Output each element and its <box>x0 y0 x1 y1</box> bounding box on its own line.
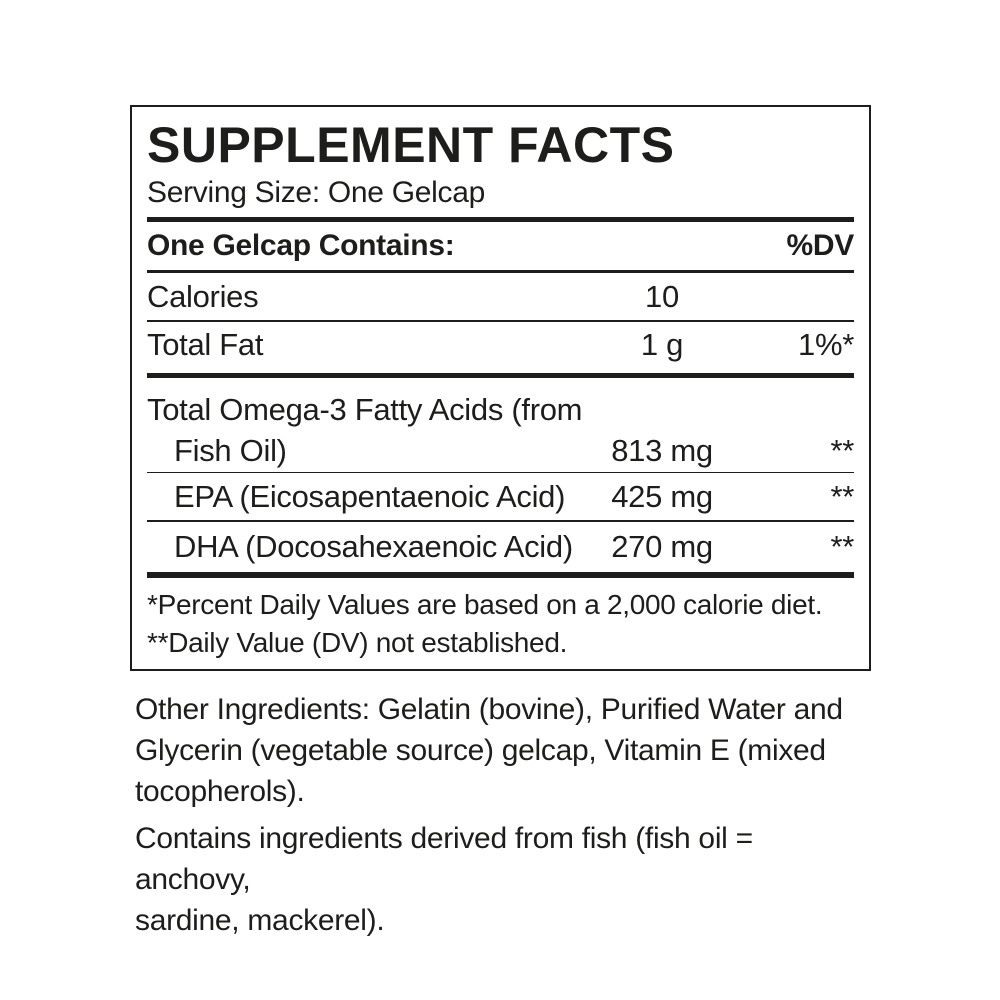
nutrient-name: DHA (Docosahexaenoic Acid) <box>174 528 573 564</box>
serving-size: Serving Size: One Gelcap <box>147 176 485 209</box>
nutrient-name-continued: Fish Oil) <box>174 432 287 468</box>
nutrient-amount: 813 mg <box>611 432 713 468</box>
nutrient-row-epa: EPA (Eicosapentaenoic Acid) 425 mg ** <box>147 473 854 520</box>
nutrient-row-dha: DHA (Docosahexaenoic Acid) 270 mg ** <box>147 522 854 572</box>
nutrient-row-calories: Calories 10 <box>147 273 854 320</box>
divider-thin <box>147 320 854 322</box>
footnote-dv-not-established: **Daily Value (DV) not established. <box>147 626 568 658</box>
nutrient-row-omega3-line1: Total Omega-3 Fatty Acids (from <box>147 378 854 430</box>
divider-thick-bottom <box>147 571 854 578</box>
nutrient-row-omega3-line2: Fish Oil) 813 mg ** <box>147 430 854 472</box>
nutrient-name: Calories <box>147 278 259 314</box>
nutrient-name: Total Omega-3 Fatty Acids (from <box>147 391 583 427</box>
paragraph-line: Other Ingredients: Gelatin (bovine), Pur… <box>135 693 843 726</box>
nutrient-amount: 10 <box>645 278 679 314</box>
supplement-facts-panel: SUPPLEMENT FACTS Serving Size: One Gelca… <box>130 105 871 671</box>
paragraph-line: Glycerin (vegetable source) gelcap, Vita… <box>135 734 826 767</box>
nutrient-dv: ** <box>830 528 854 564</box>
nutrient-amount: 270 mg <box>611 528 713 564</box>
paragraph-line: Contains ingredients derived from fish (… <box>135 822 753 896</box>
footnotes: *Percent Daily Values are based on a 2,0… <box>147 586 854 662</box>
divider-header <box>147 270 854 273</box>
divider-thin <box>147 520 854 522</box>
table-header-row: One Gelcap Contains: %DV <box>147 222 854 270</box>
allergen-paragraph: Contains ingredients derived from fish (… <box>135 818 875 941</box>
panel-title: SUPPLEMENT FACTS <box>147 117 675 173</box>
divider-thick-top <box>147 217 854 222</box>
nutrient-amount: 1 g <box>640 327 684 363</box>
paragraph-line: tocopherols). <box>135 775 305 808</box>
contains-label: One Gelcap Contains: <box>147 229 455 262</box>
nutrient-dv: ** <box>830 478 854 514</box>
nutrient-dv: 1%* <box>798 327 854 363</box>
divider-thin <box>147 471 854 474</box>
dv-column-label: %DV <box>786 229 855 262</box>
nutrient-row-total-fat: Total Fat 1 g 1%* <box>147 322 854 369</box>
footnote-daily-values: *Percent Daily Values are based on a 2,0… <box>147 588 823 620</box>
nutrient-dv: ** <box>830 432 854 468</box>
nutrient-amount: 425 mg <box>611 478 713 514</box>
nutrient-name: EPA (Eicosapentaenoic Acid) <box>174 478 566 514</box>
paragraph-line: sardine, mackerel). <box>135 904 385 937</box>
nutrient-name: Total Fat <box>147 327 264 363</box>
divider-thick-mid <box>147 372 854 378</box>
other-ingredients-paragraph: Other Ingredients: Gelatin (bovine), Pur… <box>135 689 875 812</box>
